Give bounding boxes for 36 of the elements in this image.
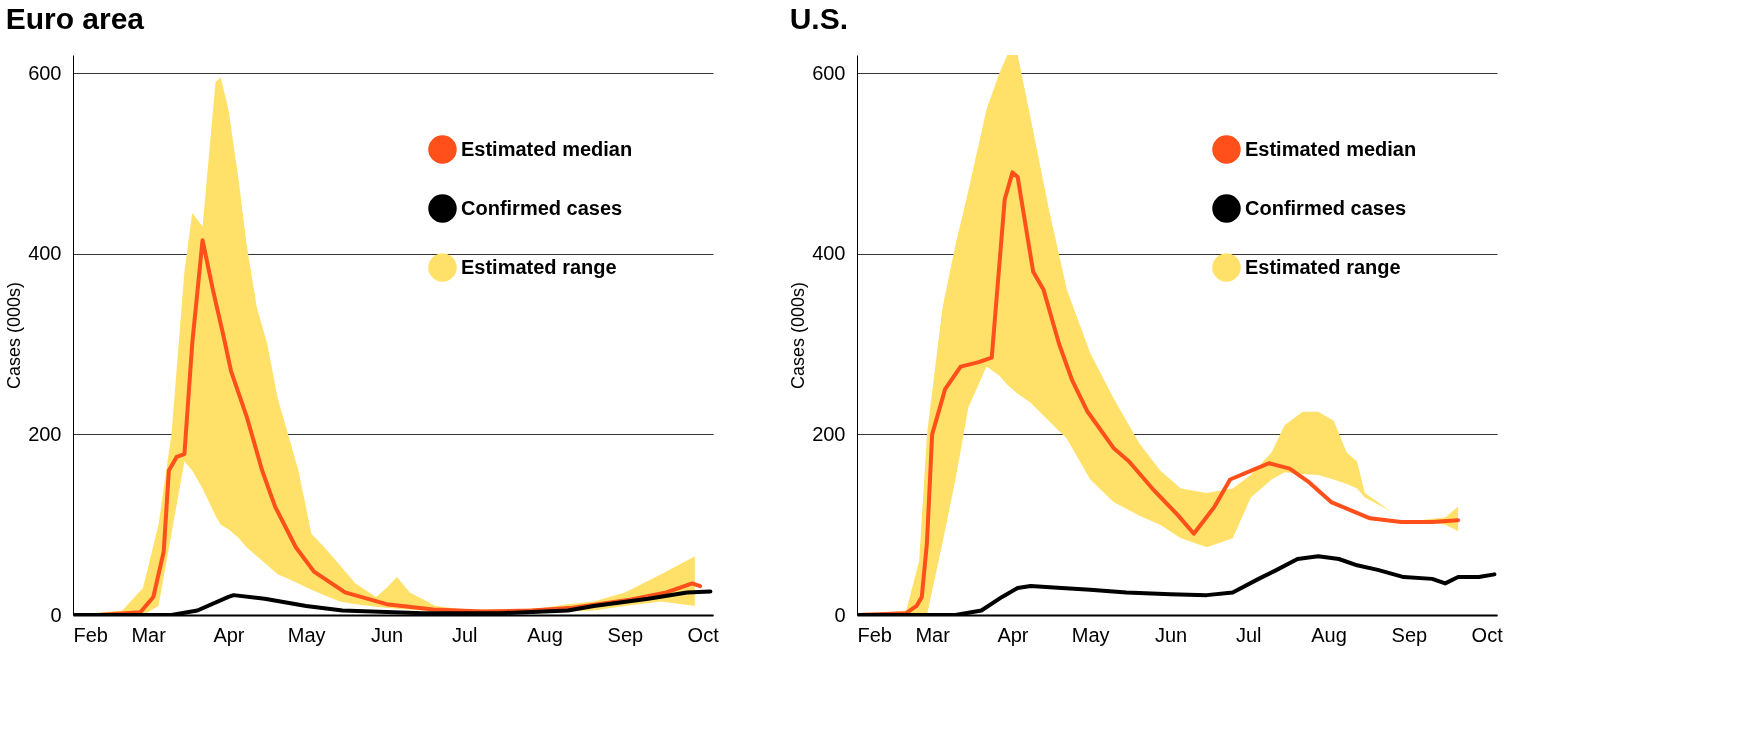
x-tick-label: Feb xyxy=(857,623,892,646)
x-tick-label: Oct xyxy=(687,623,720,646)
legend-label: Estimated range xyxy=(461,255,617,278)
x-tick-label: Sep xyxy=(1391,623,1428,646)
x-tick-label: Mar xyxy=(915,623,951,646)
x-tick-label: Sep xyxy=(607,623,644,646)
x-tick-label: Oct xyxy=(1471,623,1504,646)
x-tick-label: May xyxy=(1071,623,1110,646)
y-tick-label: 0 xyxy=(50,603,62,626)
y-tick-label: 0 xyxy=(834,603,846,626)
x-tick-label: Aug xyxy=(1311,623,1347,646)
x-tick-label: Jun xyxy=(370,623,404,646)
x-tick-label: Apr xyxy=(213,623,245,646)
legend-label: Confirmed cases xyxy=(1245,196,1407,219)
chart-title: U.S. xyxy=(789,2,848,35)
x-tick-label: Jul xyxy=(451,623,478,646)
y-tick-label: 600 xyxy=(28,61,62,84)
x-tick-label: May xyxy=(287,623,326,646)
x-tick-label: Aug xyxy=(527,623,563,646)
x-tick-label: Jul xyxy=(1235,623,1262,646)
legend-label: Estimated range xyxy=(1245,255,1401,278)
legend-label: Estimated median xyxy=(461,137,633,160)
x-tick-label: Mar xyxy=(131,623,167,646)
y-tick-label: 400 xyxy=(28,242,62,265)
y-axis-title: Cases (000s) xyxy=(788,281,809,390)
legend-label: Estimated median xyxy=(1245,137,1417,160)
y-tick-label: 600 xyxy=(812,61,846,84)
x-tick-label: Feb xyxy=(73,623,108,646)
x-tick-label: Apr xyxy=(997,623,1029,646)
x-tick-label: Jun xyxy=(1154,623,1188,646)
chart-title: Euro area xyxy=(5,2,145,35)
y-tick-label: 200 xyxy=(28,422,62,445)
y-tick-label: 400 xyxy=(812,242,846,265)
legend-label: Confirmed cases xyxy=(461,196,623,219)
y-axis-title: Cases (000s) xyxy=(4,281,25,390)
y-tick-label: 200 xyxy=(812,422,846,445)
